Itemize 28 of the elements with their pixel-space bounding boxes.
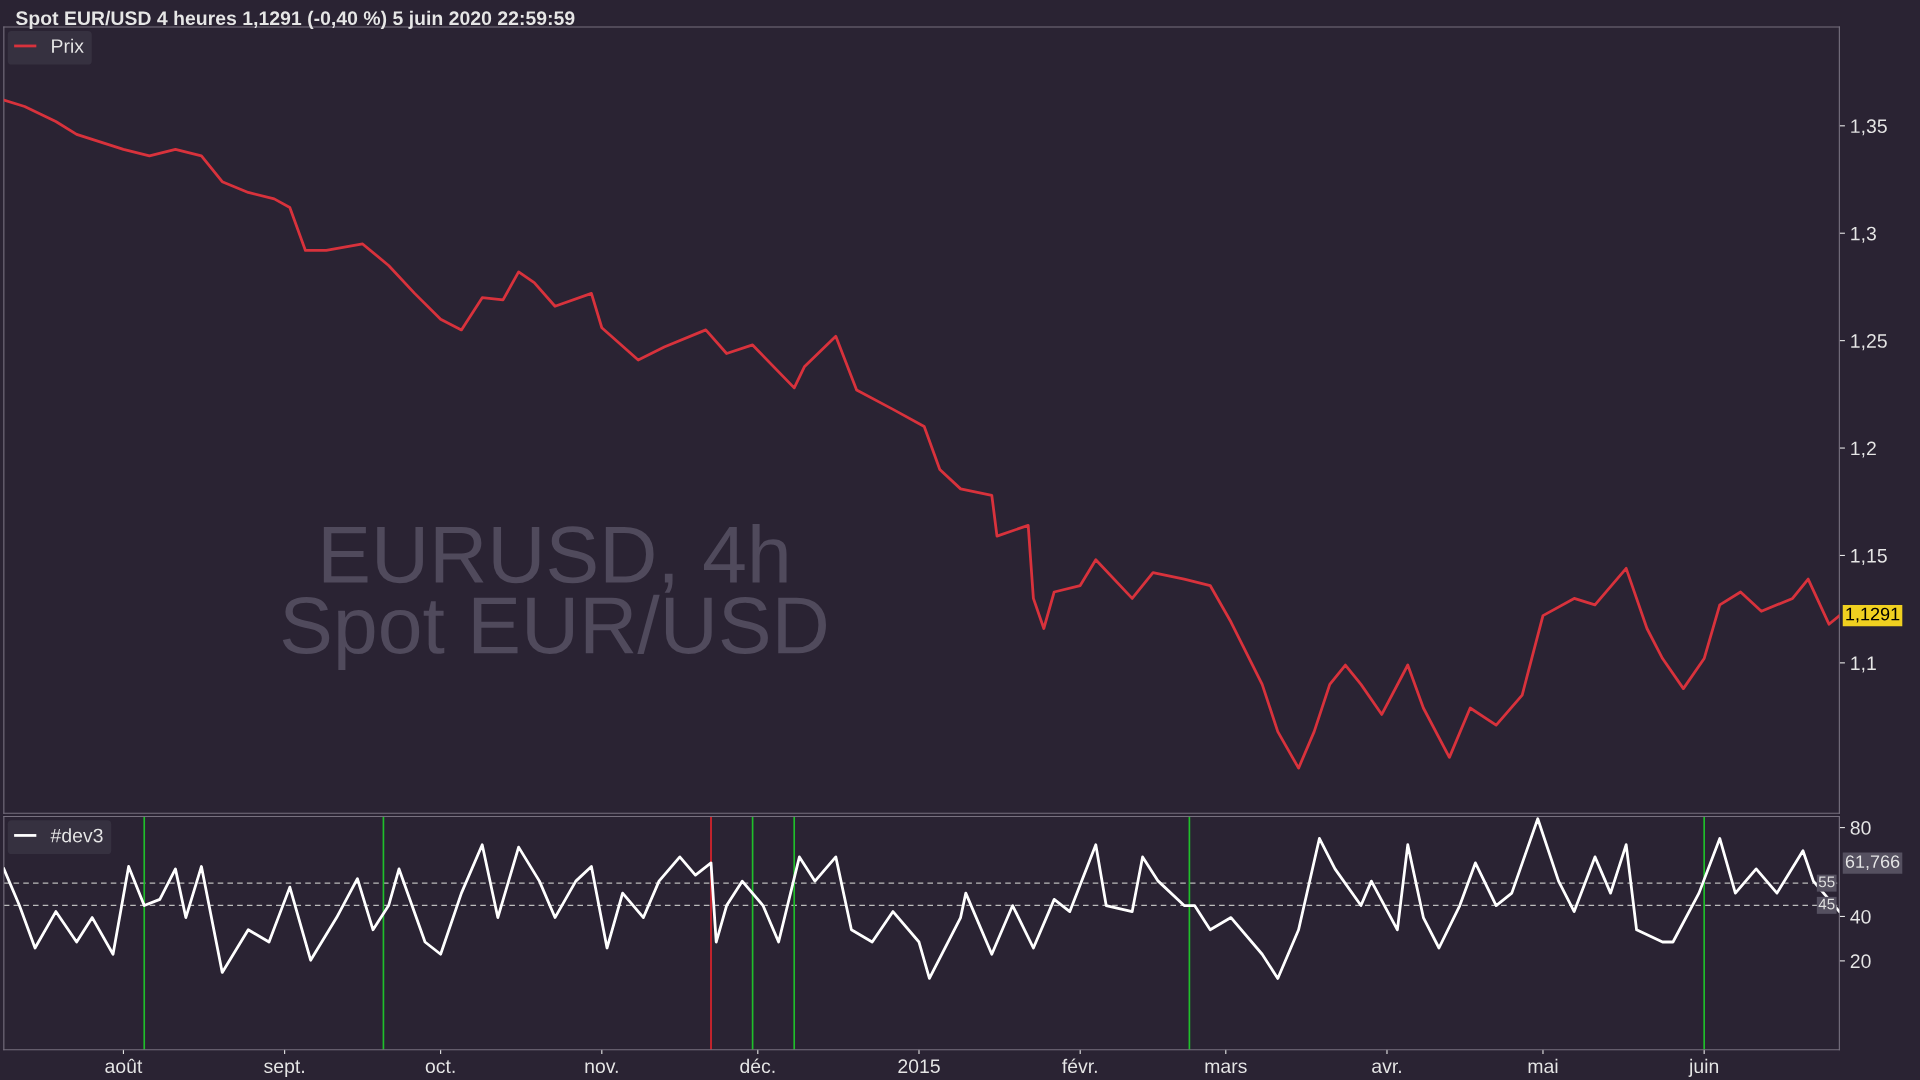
y-tick-label: 20 (1850, 954, 1871, 969)
x-tick-label: oct. (425, 1060, 455, 1074)
x-tick-label: mars (1205, 1062, 1247, 1074)
legend-label: Prix (52, 38, 84, 53)
chart-title: Spot EUR/USD 4 heures 1,1291 (-0,40 %) 5 juin 2020 22:59:59 (15, 10, 575, 29)
x-tick-label: août (105, 1058, 143, 1074)
y-tick-label: 40 (1850, 909, 1871, 924)
text: 1,1291 (1846, 607, 1900, 623)
y-tick-label: 1,2 (1851, 441, 1876, 458)
ref-line-label: 55 (1818, 876, 1835, 888)
x-tick-label: juin (1688, 1058, 1719, 1077)
x-tick-label: sept. (264, 1060, 304, 1077)
text: 61,766 (1845, 855, 1900, 871)
legend-label: #dev3 (50, 828, 103, 843)
y-tick-label: 1,25 (1851, 334, 1887, 351)
x-tick-label: 2015 (898, 1059, 940, 1074)
x-tick-label: déc. (740, 1058, 775, 1074)
y-tick-label: 1,15 (1851, 549, 1887, 565)
y-tick-label: 1,3 (1851, 226, 1876, 243)
x-tick-label: avr. (1372, 1062, 1401, 1074)
x-tick-label: févr. (1062, 1058, 1097, 1074)
y-tick-label: 1,35 (1851, 119, 1887, 136)
x-tick-label: mai (1528, 1058, 1558, 1074)
x-tick-label: nov. (585, 1062, 618, 1074)
y-tick-label: 1,1 (1851, 656, 1876, 673)
line-series (3, 98, 1840, 770)
y-tick-label: 80 (1850, 821, 1871, 835)
ref-line-label: 45 (1818, 898, 1835, 910)
